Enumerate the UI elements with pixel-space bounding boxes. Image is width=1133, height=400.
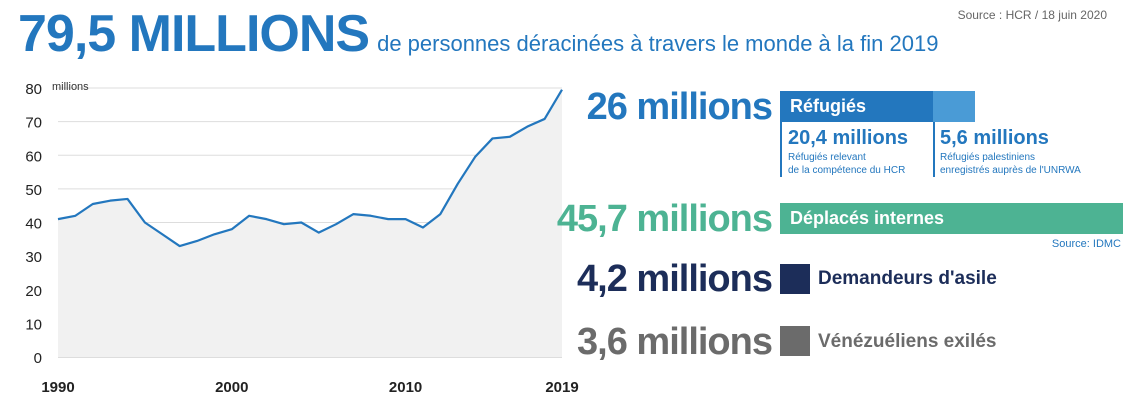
y-tick-label: 70 — [25, 115, 42, 132]
y-tick-label: 0 — [34, 350, 42, 367]
idp-label: Déplacés internes — [790, 208, 945, 228]
area-fill — [58, 89, 562, 358]
hcr-description: Réfugiés relevant de la compétence du HCR — [788, 152, 906, 176]
headline-total: 79,5 MILLIONS — [18, 5, 370, 63]
venezuelans-label: Vénézuéliens exilés — [818, 331, 997, 352]
unrwa-divider — [933, 122, 935, 177]
y-tick-label: 50 — [25, 182, 42, 199]
idp-value: 45,7 millions — [556, 198, 773, 240]
y-tick-label: 60 — [25, 148, 42, 165]
refugees-label: Réfugiés — [790, 96, 867, 116]
refugees-bar — [780, 91, 933, 122]
x-tick-label: 1990 — [41, 379, 74, 396]
unrwa-bar — [933, 91, 975, 122]
refugees-value: 26 millions — [586, 86, 773, 128]
source-note: Source : HCR / 18 juin 2020 — [957, 8, 1107, 22]
asylum-value: 4,2 millions — [577, 258, 773, 300]
series-line — [57, 89, 563, 248]
y-tick-label: 10 — [25, 316, 42, 333]
y-tick-label: 30 — [25, 249, 42, 266]
asylum-label: Demandeurs d'asile — [818, 268, 997, 289]
x-tick-label: 2000 — [215, 379, 248, 396]
unrwa-value: 5,6 millions — [940, 127, 1049, 149]
headline-subtitle: de personnes déracinées à travers le mon… — [377, 31, 939, 56]
y-tick-label: 80 — [25, 81, 42, 98]
venezuelans-value: 3,6 millions — [577, 321, 773, 363]
idp-bar — [780, 203, 1123, 234]
hcr-divider — [780, 122, 782, 177]
unrwa-description: Réfugiés palestiniens enregistrés auprès … — [940, 152, 1081, 176]
x-tick-label: 2010 — [389, 379, 422, 396]
asylum-square — [780, 264, 810, 294]
headline: 79,5 MILLIONS de personnes déracinées à t… — [18, 4, 938, 64]
idp-source: Source: IDMC — [1051, 238, 1121, 250]
hcr-value: 20,4 millions — [788, 127, 909, 149]
y-unit-label: millions — [52, 81, 89, 93]
y-tick-label: 40 — [25, 216, 42, 233]
x-tick-label: 2019 — [545, 379, 578, 396]
y-tick-label: 20 — [25, 283, 42, 300]
displacement-area-chart: 0 10 20 30 40 50 60 70 80 millions 1990 2000 2010 201… — [25, 81, 578, 396]
venezuelans-square — [780, 326, 810, 356]
